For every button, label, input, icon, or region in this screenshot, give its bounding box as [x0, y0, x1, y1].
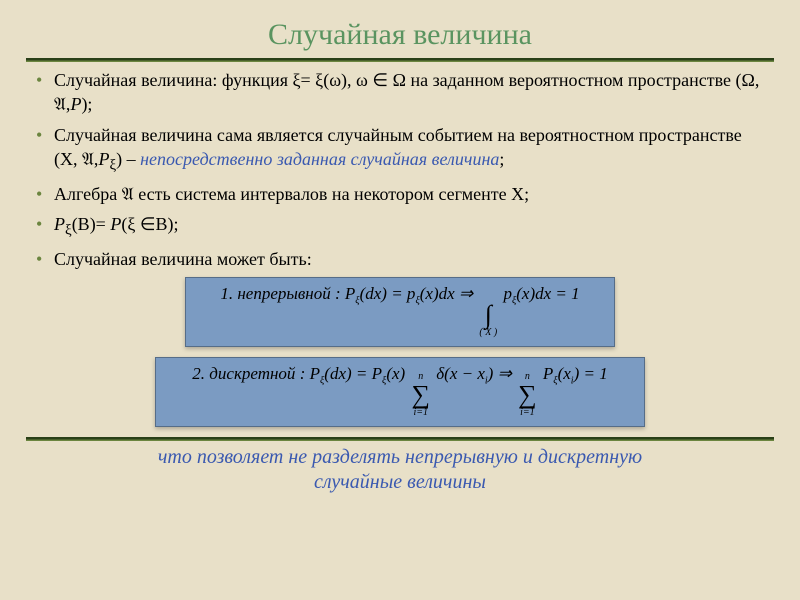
formula-1-wrap: 1. непрерывной : Pξ(dx) = pξ(x)dx ⇒ ∫( X… [26, 277, 774, 347]
bottom-divider [26, 437, 774, 441]
formula-body: Pξ(dx) = pξ(x)dx ⇒ ∫( X ) pξ(x)dx = 1 [345, 284, 580, 303]
list-item: Pξ(B)= P(ξ ∈B); [30, 212, 768, 241]
formula-box-continuous: 1. непрерывной : Pξ(dx) = pξ(x)dx ⇒ ∫( X… [185, 277, 615, 347]
list-item: Алгебра 𝔄 есть система интервалов на нек… [30, 182, 768, 206]
formula-2-wrap: 2. дискретной : Pξ(dx) = Pξ(x) n∑i=1 δ(x… [26, 357, 774, 427]
list-item: Случайная величина может быть: [30, 247, 768, 271]
formula-name: дискретной [209, 364, 295, 383]
slide-container: Случайная величина Случайная величина: ф… [0, 0, 800, 600]
formula-name: непрерывной [237, 284, 330, 303]
page-title: Случайная величина [26, 18, 774, 52]
footer-line-1: что позволяет не разделять непрерывную и… [158, 446, 642, 468]
list-item: Случайная величина: функция ξ= ξ(ω), ω ∈… [30, 68, 768, 117]
footer-text: что позволяет не разделять непрерывную и… [26, 445, 774, 495]
formula-body: Pξ(dx) = Pξ(x) n∑i=1 δ(x − xi) ⇒ n∑i=1 P… [310, 364, 608, 383]
formula-label: 2. [192, 364, 205, 383]
top-divider [26, 58, 774, 62]
bullet-list: Случайная величина: функция ξ= ξ(ω), ω ∈… [26, 68, 774, 271]
list-item: Случайная величина сама является случайн… [30, 123, 768, 176]
formula-box-discrete: 2. дискретной : Pξ(dx) = Pξ(x) n∑i=1 δ(x… [155, 357, 645, 427]
formula-label: 1. [220, 284, 233, 303]
footer-line-2: случайные величины [314, 471, 486, 493]
